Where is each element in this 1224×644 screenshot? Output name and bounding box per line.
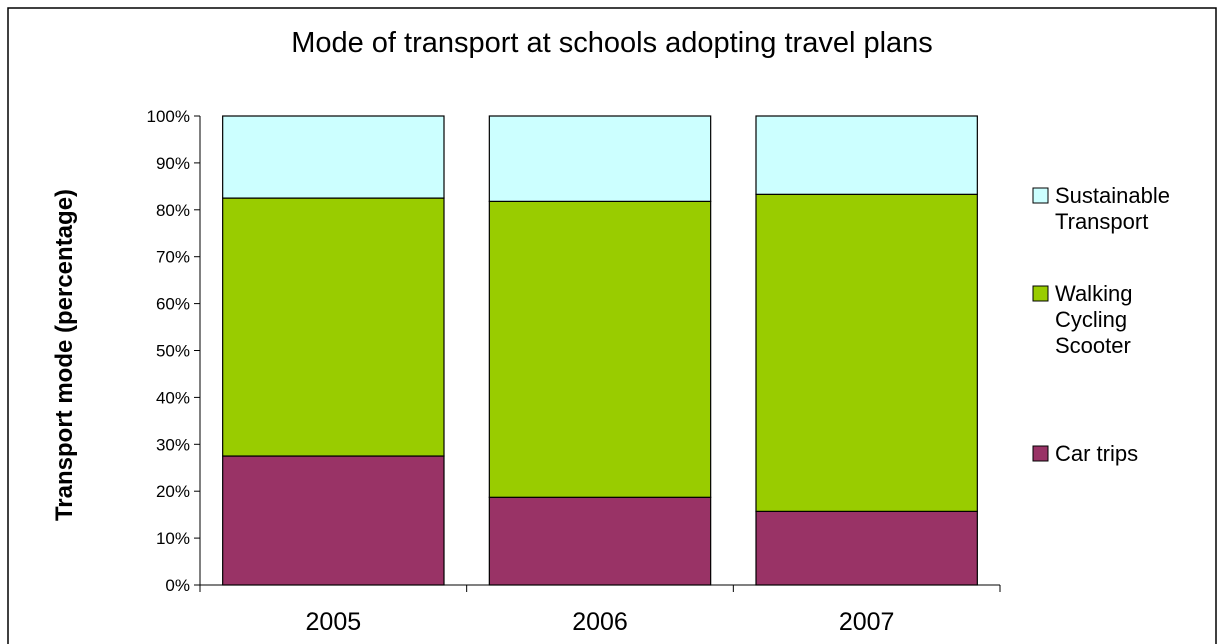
legend-label: Car trips: [1055, 441, 1138, 466]
legend-swatch: [1032, 187, 1049, 204]
y-tick-label: 100%: [147, 107, 190, 126]
bar-segment-2007-walking-cycling-scooter: [755, 193, 978, 512]
bar-segment-2007-sustainable-transport: [755, 115, 978, 195]
legend-item: Car trips: [1032, 441, 1138, 466]
y-tick-label: 40%: [156, 388, 190, 407]
y-tick-label: 80%: [156, 201, 190, 220]
legend-swatch: [1032, 285, 1049, 302]
x-tick-label: 2006: [572, 608, 628, 636]
y-tick-label: 20%: [156, 482, 190, 501]
y-tick-label: 30%: [156, 435, 190, 454]
legend-item: Sustainable Transport: [1032, 183, 1170, 234]
legend-swatch: [1032, 445, 1049, 462]
legend-label: Walking Cycling Scooter: [1055, 281, 1132, 358]
bar-segment-2005-sustainable-transport: [222, 115, 445, 199]
y-tick-label: 60%: [156, 295, 190, 314]
y-tick-label: 70%: [156, 248, 190, 267]
plot-area: 0% 10% 20% 30% 40% 50% 60% 70% 80% 90% 100% 2005 200…: [147, 107, 1001, 636]
chart-title: Mode of transport at schools adopting tr…: [291, 27, 933, 59]
bar-segment-2006-car-trips: [488, 496, 712, 586]
y-tick-label: 50%: [156, 342, 190, 361]
legend-item: Walking Cycling Scooter: [1032, 281, 1132, 358]
y-tick-label: 90%: [156, 154, 190, 173]
bar-segment-2005-car-trips: [222, 455, 445, 586]
y-tick-label: 0%: [165, 576, 190, 595]
x-tick-label: 2005: [306, 608, 362, 636]
x-tick-label: 2007: [839, 608, 895, 636]
y-tick-label: 10%: [156, 529, 190, 548]
legend-label: Sustainable Transport: [1055, 183, 1170, 234]
y-axis-label: Transport mode (percentage): [51, 189, 78, 521]
bar-segment-2006-walking-cycling-scooter: [488, 200, 712, 498]
legend: Sustainable Transport Walking Cycling Scoote…: [1032, 183, 1170, 466]
bar-segment-2006-sustainable-transport: [488, 115, 712, 202]
bar-segment-2005-walking-cycling-scooter: [222, 197, 445, 457]
bar-segment-2007-car-trips: [755, 510, 978, 586]
